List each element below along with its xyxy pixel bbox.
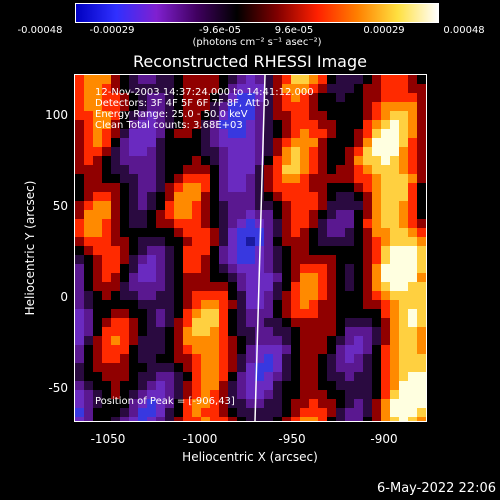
y-tick-label: 100 [45,108,68,122]
colorbar [75,3,439,23]
y-tick-label: 0 [60,290,68,304]
heatmap-cells [75,75,426,421]
x-tick-label: -950 [278,432,306,446]
colorbar-tick: -0.00048 [17,25,63,36]
colorbar-tick: 0.00048 [443,25,485,36]
y-axis-label: Heliocentric Y (arcsec) [23,180,37,316]
detectors-text: Detectors: 3F 4F 5F 6F 7F 8F, Att 0 [95,98,270,109]
x-tick-label: -1050 [90,432,126,446]
y-tick-label: 50 [52,199,68,213]
colorbar-tick: 0.00029 [363,25,405,36]
y-tick-label: -50 [48,381,68,395]
colorbar-tick: -9.6e-05 [199,25,241,36]
colorbar-tick: -0.00029 [89,25,135,36]
image-plot [74,74,427,422]
solar-limb-line [254,75,266,421]
colorbar-tick: 9.6e-05 [274,25,314,36]
x-tick-label: -900 [370,432,398,446]
x-axis-label: Heliocentric X (arcsec) [182,450,318,464]
clean-text: Clean Total counts: 3.68E+03 [95,120,243,131]
time-range-text: 12-Nov-2003 14:37:24.000 to 14:41:12.000 [95,87,314,98]
timestamp: 6-May-2022 22:06 [377,481,496,496]
peak-position-text: Position of Peak = [-906,43] [95,396,235,407]
colorbar-units: (photons cm⁻² s⁻¹ asec⁻²) [192,37,322,48]
x-tick-label: -1000 [182,432,218,446]
plot-title: Reconstructed RHESSI Image [133,52,367,71]
heatmap-image [75,75,426,421]
energy-range-text: Energy Range: 25.0 - 50.0 keV [95,109,248,120]
